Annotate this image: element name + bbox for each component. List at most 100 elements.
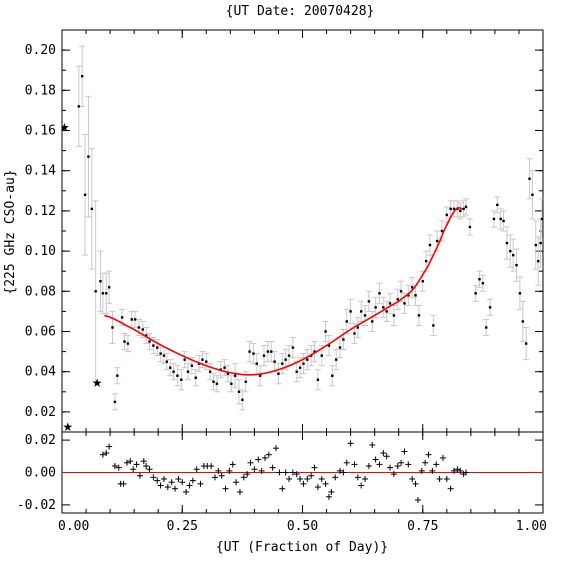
data-point	[101, 292, 105, 295]
data-point	[252, 352, 255, 355]
data-point	[258, 374, 262, 377]
data-point	[462, 207, 465, 211]
residual-point	[325, 493, 332, 500]
residual-point	[261, 454, 268, 461]
residual-point	[463, 469, 470, 476]
residual-point	[154, 477, 161, 484]
data-point	[464, 205, 468, 209]
residual-point	[383, 453, 390, 460]
data-point	[244, 380, 247, 383]
data-point	[94, 290, 97, 293]
data-point	[172, 370, 175, 373]
data-point	[270, 350, 273, 353]
data-point	[474, 292, 477, 295]
residual-point	[457, 467, 464, 474]
residual-point	[150, 474, 157, 481]
residual-point	[322, 480, 329, 487]
y-tick-label: 0.12	[25, 204, 56, 219]
data-point	[388, 302, 392, 305]
residual-point	[332, 474, 339, 481]
residual-point	[127, 458, 134, 465]
residual-point	[229, 461, 236, 468]
data-point	[180, 378, 183, 381]
residual-point	[409, 475, 416, 482]
data-point	[496, 203, 499, 207]
residual-point	[376, 461, 383, 468]
y-tick-label: 0.02	[25, 433, 56, 448]
residual-point	[347, 440, 354, 447]
residual-point	[289, 469, 296, 476]
data-point	[316, 378, 320, 381]
data-point	[428, 243, 432, 247]
data-point	[540, 217, 543, 221]
data-point	[382, 306, 385, 309]
data-point	[327, 344, 331, 347]
residual-point	[255, 456, 262, 463]
data-point	[349, 310, 352, 313]
residual-point	[208, 463, 215, 470]
data-point	[534, 243, 537, 247]
residual-point	[136, 472, 143, 479]
data-point	[194, 376, 197, 379]
x-tick-label: 0.25	[167, 519, 198, 534]
residual-point	[443, 475, 450, 482]
data-point	[176, 374, 179, 377]
residual-point	[380, 450, 387, 457]
residual-point	[328, 488, 335, 495]
residual-point	[293, 471, 300, 478]
star-marker: ★	[59, 120, 70, 134]
data-point	[414, 294, 417, 297]
residual-point	[425, 451, 432, 458]
data-point	[378, 292, 381, 295]
residual-point	[422, 459, 429, 466]
data-point	[515, 263, 518, 267]
residual-point	[172, 485, 179, 492]
data-point	[485, 326, 488, 329]
data-point	[284, 358, 287, 361]
data-point	[156, 346, 159, 349]
data-point	[152, 344, 155, 347]
data-point	[417, 314, 421, 317]
y-tick-label: 0.00	[25, 466, 56, 481]
data-point	[230, 382, 233, 385]
data-point	[440, 229, 444, 233]
residual-point	[218, 472, 225, 479]
residual-point	[354, 474, 361, 481]
x-tick-label: 1.00	[516, 519, 547, 534]
residual-point	[286, 475, 293, 482]
residual-point	[106, 443, 113, 450]
data-point	[502, 219, 505, 223]
residual-point	[146, 466, 153, 473]
data-point	[407, 294, 410, 297]
y-tick-label: -0.02	[17, 498, 56, 513]
data-point	[133, 318, 137, 321]
data-point	[432, 324, 435, 327]
data-point	[459, 209, 462, 213]
residual-point	[215, 467, 222, 474]
residual-point	[273, 445, 280, 452]
residual-point	[337, 467, 344, 474]
residual-point	[160, 475, 167, 482]
residual-point	[311, 464, 318, 471]
data-point	[186, 370, 190, 373]
residual-point	[186, 482, 193, 489]
main-data-layer: ★ ★ ★	[59, 45, 543, 432]
data-point	[468, 225, 472, 229]
data-point	[403, 302, 406, 305]
data-point	[528, 177, 531, 180]
data-point	[159, 352, 162, 355]
data-point	[392, 314, 396, 317]
data-point	[291, 346, 295, 349]
y-tick-label: 0.10	[25, 244, 56, 259]
data-point	[287, 354, 291, 357]
residual-point	[279, 485, 286, 492]
data-point	[130, 318, 133, 321]
data-point	[107, 286, 111, 289]
data-point	[363, 314, 367, 317]
y-tick-label: 0.02	[25, 405, 56, 420]
data-point	[449, 207, 452, 211]
data-point	[345, 320, 348, 323]
residual-point	[251, 466, 258, 473]
residual-point	[358, 482, 365, 489]
y-axis-label: {225 GHz CSO-au}	[3, 169, 18, 294]
